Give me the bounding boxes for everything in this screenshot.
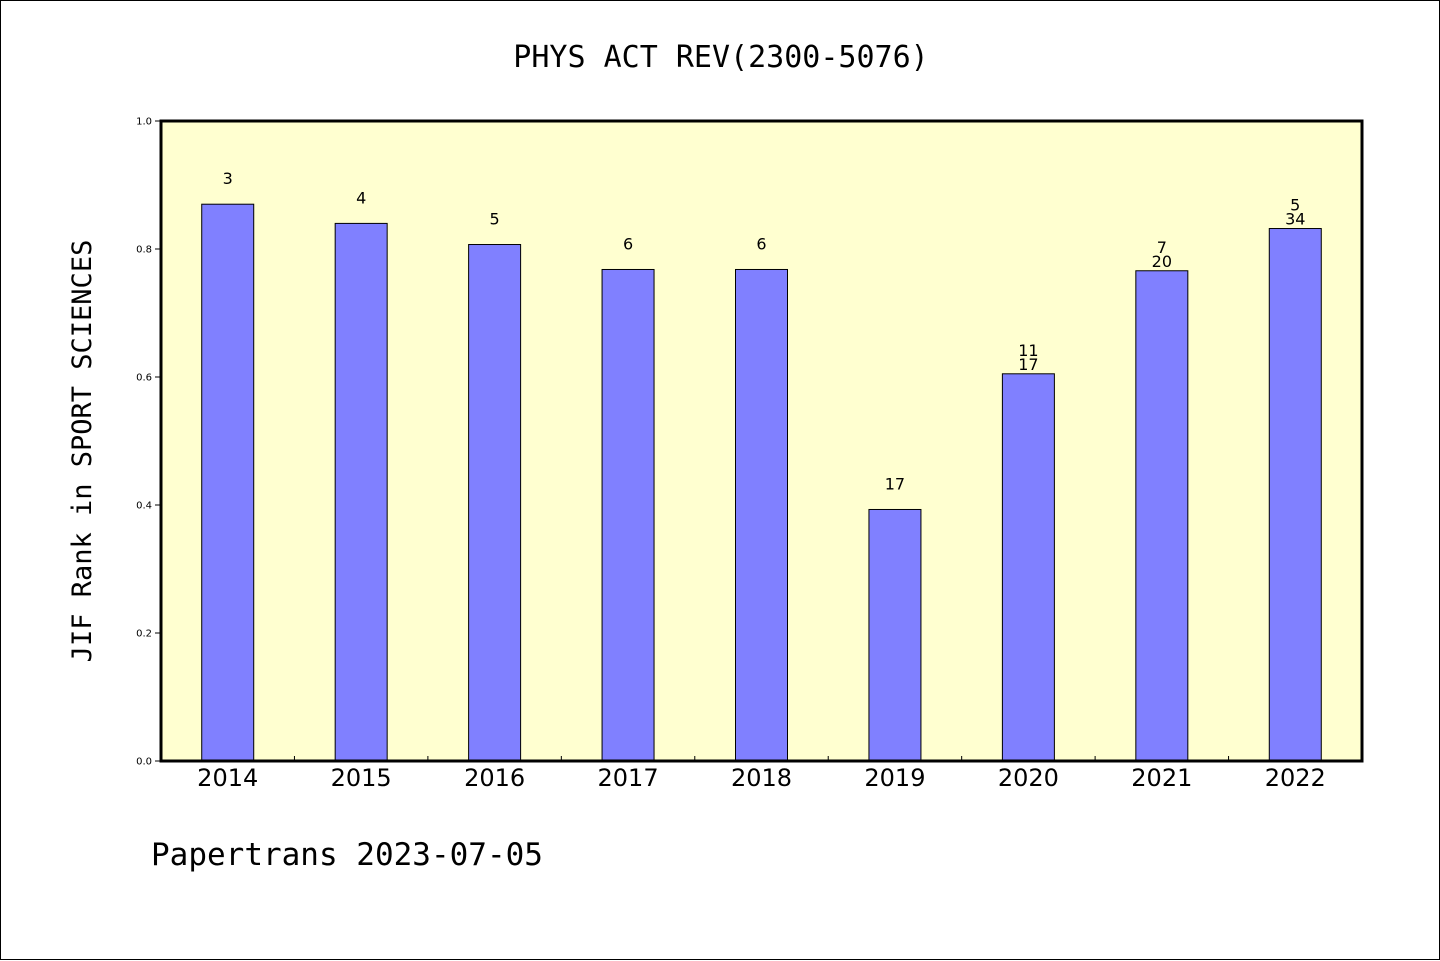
y-tick-label: 1.0 [136,117,152,128]
y-axis-label: JIF Rank in SPORT SCIENCES [67,240,98,663]
bar-2017 [601,268,655,762]
bar-2021 [1135,270,1189,762]
y-tick-label: 0.8 [136,245,152,256]
bar-2022 [1268,228,1322,762]
chart-title: PHYS ACT REV(2300-5076) [513,40,928,75]
x-tick-label: 2017 [598,764,659,792]
bar-data-label: 34 [1285,210,1305,229]
y-tick-label: 0.0 [136,757,152,768]
bar-2015 [334,222,388,762]
bar-data-label: 17 [885,474,905,493]
bar-2019 [868,508,922,762]
y-tick-label: 0.4 [136,501,152,512]
x-tick-label: 2019 [864,764,925,792]
bar-data-label: 6 [756,234,766,253]
x-tick-label: 2022 [1265,764,1326,792]
y-tick-label: 0.2 [136,629,152,640]
bar-data-label: 11 [1018,341,1038,360]
bar-data-label: 3 [223,169,233,188]
x-axis: 2014 2015 2016 2017 2018 2019 2020 2021 2022 [197,756,1326,792]
bars-group [201,203,1322,762]
x-tick-label: 2014 [197,764,258,792]
bar-2014 [201,203,255,762]
x-tick-label: 2016 [464,764,525,792]
x-tick-label: 2018 [731,764,792,792]
plot-border [159,119,1364,763]
bar-data-label: 17 [1018,355,1038,374]
x-tick-label: 2021 [1131,764,1192,792]
bar-2016 [468,244,522,762]
bar-2020 [1001,373,1055,762]
y-tick-label: 0.6 [136,373,152,384]
footer-text: Papertrans 2023-07-05 [151,837,543,873]
bar-data-label: 4 [356,188,366,207]
x-tick-label: 2015 [331,764,392,792]
bar-data-label: 6 [623,234,633,253]
bar-data-label: 5 [1290,196,1300,215]
bar-data-label: 20 [1152,252,1172,271]
y-axis: 0.0 0.2 0.4 0.6 0.8 1.0 [136,117,161,768]
x-tick-label: 2020 [998,764,1059,792]
bar-2018 [735,268,788,762]
bar-data-label: 7 [1157,238,1167,257]
bar-data-label: 5 [490,210,500,229]
